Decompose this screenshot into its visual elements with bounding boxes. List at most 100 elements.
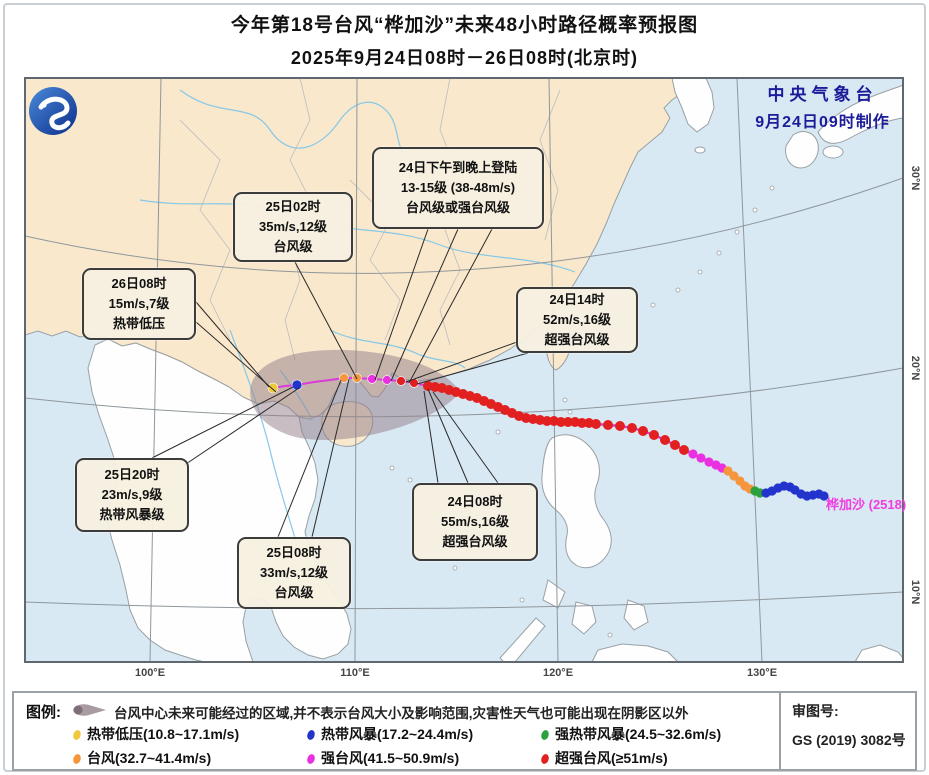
luzon [541,434,612,569]
legend-item-sty: 强台风(41.5~50.9m/s) [306,747,459,769]
observed-dot-superty [649,430,659,440]
callout-line: 热带低压 [112,316,165,332]
page-title: 今年第18号台风“桦加沙”未来48小时路径概率预报图 2025年9月24日08时… [0,10,929,70]
legend-label: 强台风(41.5~50.9m/s) [321,750,460,766]
jeju [694,146,706,154]
cma-logo [27,85,79,137]
legend-label: 热带风暴(17.2~24.4m/s) [321,726,474,742]
approval-number: 审图号: GS (2019) 3082号 [792,703,916,749]
legend-item-superty: 超强台风(≥51m/s) [540,747,668,769]
observed-dot-superty [542,416,552,426]
observed-dot-superty [638,426,648,436]
legend-marker-superty [541,754,549,764]
observed-dot-ts [819,491,829,501]
island-speck [607,632,613,638]
forecast-dot-ty [339,373,349,383]
callout-line: 24日14时 [549,291,605,307]
island-speck [769,185,775,191]
observed-dot-superty [627,423,637,433]
callout-line: 23m/s,9级 [101,486,163,502]
legend-item-ty: 台风(32.7~41.4m/s) [72,747,211,769]
leader-line-t24-14 [405,341,518,383]
credit-block: 中央气象台 9月24日09时制作 [735,80,910,132]
callout-line: 55m/s,16级 [441,513,509,529]
callout-line: 25日02时 [265,198,321,214]
leader-line-t24-14 [416,352,529,385]
lon-label: 130°E [747,667,777,679]
leader-line-t25-08 [277,379,342,538]
callout-t25-08: 25日08时 33m/s,12级 台风级 [237,537,351,609]
callout-line: 35m/s,12级 [259,218,327,234]
forecast-dot-sty [382,375,392,385]
legend-marker-sts [541,730,549,740]
callout-line: 热带风暴级 [99,507,165,523]
grid-line [25,367,903,418]
leader-line-landfall [374,228,429,381]
legend-items: 热带低压(10.8~17.1m/s) 热带风暴(17.2~24.4m/s) 强热带风… [72,723,778,769]
island-speck [752,207,758,213]
legend-divider [779,693,781,769]
callout-t24-08: 24日08时 55m/s,16级 超强台风级 [412,483,538,561]
callout-t25-20: 25日20时 23m/s,9级 热带风暴级 [75,458,189,532]
island-speck [716,250,722,256]
observed-dot-sty [704,457,714,467]
observed-dot-superty [556,417,566,427]
cma-logo-icon [29,87,77,135]
mindoro [542,579,566,609]
forecast-dot-td [267,382,279,394]
samar [623,599,649,631]
leader-line-t26-08 [195,321,277,393]
lat-label: 10°N [909,580,921,605]
callout-line: 24日下午到晚上登陆 [398,159,518,175]
island-speck [495,429,501,435]
credit-agency: 中央气象台 [767,85,878,104]
callout-line: 25日08时 [266,544,322,560]
forecast-dot-ts [291,379,303,391]
korea [671,78,715,133]
legend-label: 强热带风暴(24.5~32.6m/s) [555,726,722,742]
river [179,89,411,161]
lon-label: 120°E [543,667,573,679]
legend-label: 超强台风(≥51m/s) [555,750,668,766]
grid-line [25,591,903,610]
forecast-dot-superty [396,376,406,386]
river [329,329,466,369]
island-speck [389,465,395,471]
leader-line-landfall [408,228,493,384]
observed-dot-superty [577,418,587,428]
callout-t24-14: 24日14时 52m/s,16级 超强台风级 [516,287,638,353]
lat-label: 20°N [909,356,921,381]
leader-line-t26-08 [195,301,270,388]
leader-line-t25-08 [311,378,350,538]
legend-marker-td [73,730,81,740]
approval-label: 审图号: [792,703,839,719]
island-speck [650,302,656,308]
observed-dot-superty [670,440,680,450]
province-border [439,78,461,346]
grid-line [25,177,903,274]
callout-line: 26日08时 [111,275,167,291]
observed-dot-sty [688,449,698,459]
province-border [179,119,231,341]
legend-item-sts: 强热带风暴(24.5~32.6m/s) [540,723,721,745]
honshu [817,84,903,144]
island-speck [734,229,740,235]
observed-dot-superty [563,417,573,427]
leader-line-t25-20 [151,386,294,459]
callout-line: 台风级或强台风级 [405,200,510,216]
grid-line [736,78,763,662]
callout-landfall: 24日下午到晚上登陆 13-15级 (38-48m/s) 台风级或强台风级 [372,147,544,229]
observed-dot-sty [696,453,706,463]
shikoku [822,145,844,159]
kyushu [785,131,819,169]
lat-label: 30°N [909,166,921,191]
storm-name-label: 桦加沙 (2518) [826,497,907,512]
river [229,329,301,556]
credit-time: 9月24日09时制作 [755,114,890,131]
probability-cone [250,349,460,440]
callout-line: 25日20时 [104,466,160,482]
callout-line: 台风级 [274,585,314,601]
callout-t25-02: 25日02时 35m/s,12级 台风级 [233,192,353,262]
callout-line: 52m/s,16级 [543,311,611,327]
legend-marker-ts [307,730,315,740]
